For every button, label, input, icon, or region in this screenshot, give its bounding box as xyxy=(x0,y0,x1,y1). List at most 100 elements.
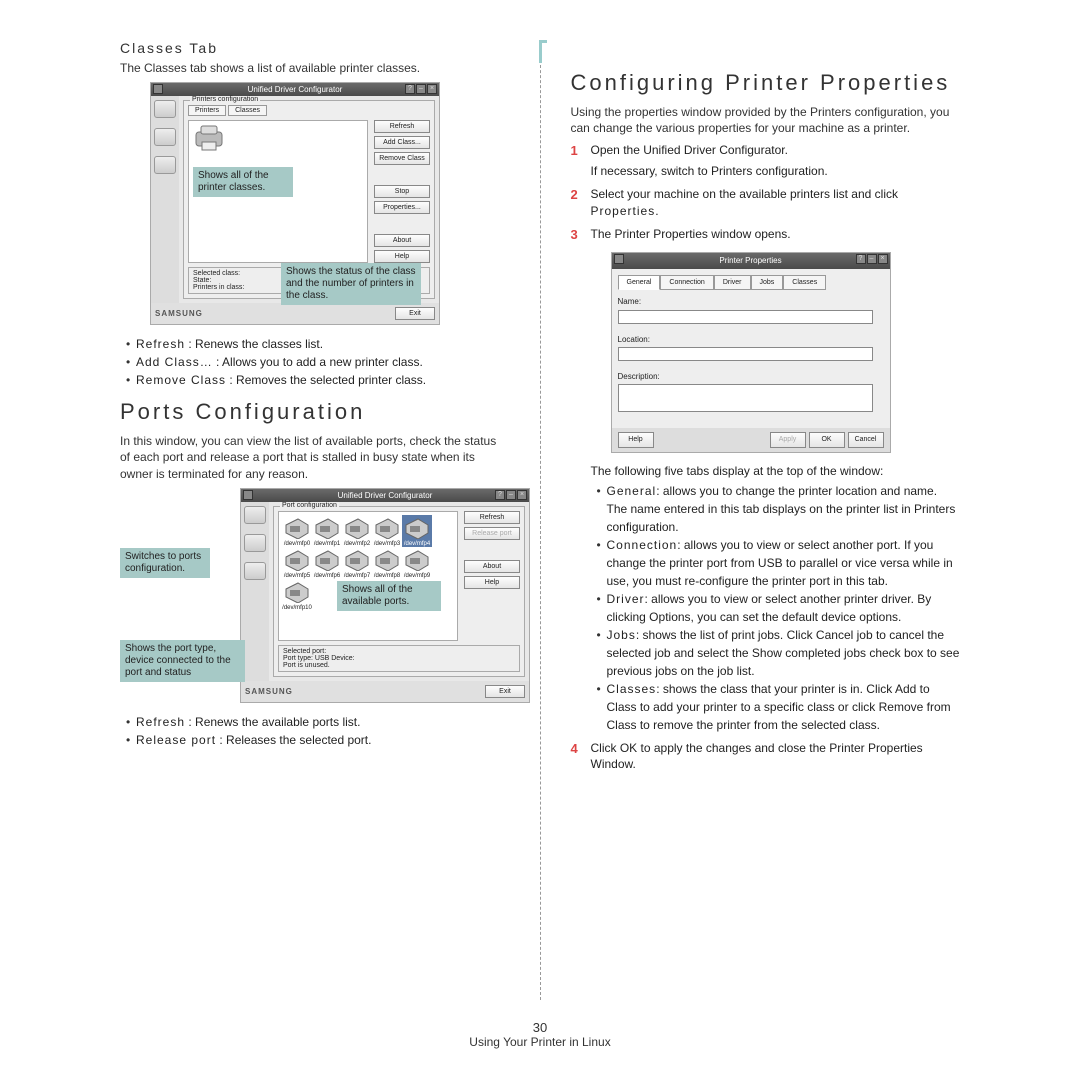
window-titlebar: Unified Driver Configurator ? – × xyxy=(151,83,439,96)
refresh-button[interactable]: Refresh xyxy=(464,511,520,524)
port-label: /dev/mfp6 xyxy=(312,573,342,579)
scanner-icon[interactable] xyxy=(244,534,266,552)
pp-tabs: General Connection Driver Jobs Classes xyxy=(618,275,884,291)
left-column: Classes Tab The Classes tab shows a list… xyxy=(120,40,510,1000)
list-item: Release port : Releases the selected por… xyxy=(126,731,510,749)
tabs-bullets: General: allows you to change the printe… xyxy=(591,482,961,734)
usb-port-icon xyxy=(374,517,400,539)
classes-tab-heading: Classes Tab xyxy=(120,40,510,56)
help-icon[interactable]: ? xyxy=(405,84,415,94)
usb-port-icon xyxy=(344,549,370,571)
tab-jobs[interactable]: Jobs xyxy=(751,275,784,291)
tab-connection[interactable]: Connection xyxy=(660,275,713,291)
window-titlebar: Unified Driver Configurator ? – × xyxy=(241,489,529,502)
description-input[interactable] xyxy=(618,384,873,412)
about-button[interactable]: About xyxy=(374,234,430,247)
page-footer: 30 Using Your Printer in Linux xyxy=(0,1020,1080,1049)
printer-large-icon xyxy=(192,124,226,154)
port-item[interactable]: /dev/mfp9 xyxy=(402,547,432,579)
location-input[interactable] xyxy=(618,347,873,361)
help-button[interactable]: Help xyxy=(618,432,654,448)
port-item[interactable]: /dev/mfp5 xyxy=(282,547,312,579)
release-port-button[interactable]: Release port xyxy=(464,527,520,540)
step-1: Open the Unified Driver Configurator. If… xyxy=(571,142,961,180)
list-item: Refresh : Renews the available ports lis… xyxy=(126,713,510,731)
printer-icon[interactable] xyxy=(244,506,266,524)
about-button[interactable]: About xyxy=(464,560,520,573)
tab-driver[interactable]: Driver xyxy=(714,275,751,291)
remove-class-button[interactable]: Remove Class xyxy=(374,152,430,165)
window-title: Unified Driver Configurator xyxy=(248,85,343,94)
printer-icon[interactable] xyxy=(154,100,176,118)
window-icon xyxy=(153,84,163,94)
help-icon[interactable]: ? xyxy=(495,490,505,500)
help-button[interactable]: Help xyxy=(464,576,520,589)
configuring-heading: Configuring Printer Properties xyxy=(571,70,961,96)
status-area: Selected port: Port type: USB Device: Po… xyxy=(278,645,520,672)
port-item[interactable]: /dev/mfp10 xyxy=(282,579,312,611)
scanner-icon[interactable] xyxy=(154,128,176,146)
minimize-icon[interactable]: – xyxy=(867,254,877,264)
apply-button[interactable]: Apply xyxy=(770,432,806,448)
page-number: 30 xyxy=(0,1020,1080,1035)
refresh-button[interactable]: Refresh xyxy=(374,120,430,133)
add-class-button[interactable]: Add Class... xyxy=(374,136,430,149)
port-item[interactable]: /dev/mfp3 xyxy=(372,515,402,547)
callout-ports: Shows all of the available ports. xyxy=(337,581,441,611)
ok-button[interactable]: OK xyxy=(809,432,845,448)
minimize-icon[interactable]: – xyxy=(506,490,516,500)
steps-list: Open the Unified Driver Configurator. If… xyxy=(571,142,961,773)
usb-port-icon xyxy=(374,549,400,571)
list-item: Connection: allows you to view or select… xyxy=(597,536,961,590)
name-input[interactable] xyxy=(618,310,873,324)
classes-bullets: Refresh : Renews the classes list. Add C… xyxy=(120,335,510,389)
port-item[interactable]: /dev/mfp2 xyxy=(342,515,372,547)
step-2: Select your machine on the available pri… xyxy=(571,186,961,220)
usb-port-icon xyxy=(314,517,340,539)
ports-heading: Ports Configuration xyxy=(120,399,510,425)
name-label: Name: xyxy=(618,296,884,307)
classes-screenshot: Unified Driver Configurator ? – × Printe… xyxy=(150,82,440,325)
port-item[interactable]: /dev/mfp6 xyxy=(312,547,342,579)
exit-button[interactable]: Exit xyxy=(395,307,435,320)
ports-grid[interactable]: /dev/mfp0/dev/mfp1/dev/mfp2/dev/mfp3/dev… xyxy=(278,511,458,641)
port-item[interactable]: /dev/mfp1 xyxy=(312,515,342,547)
usb-port-icon xyxy=(314,549,340,571)
list-item: General: allows you to change the printe… xyxy=(597,482,961,536)
port-item[interactable]: /dev/mfp7 xyxy=(342,547,372,579)
exit-button[interactable]: Exit xyxy=(485,685,525,698)
help-icon[interactable]: ? xyxy=(856,254,866,264)
list-item: Add Class… : Allows you to add a new pri… xyxy=(126,353,510,371)
cancel-button[interactable]: Cancel xyxy=(848,432,884,448)
sidebar xyxy=(151,96,179,303)
port-label: /dev/mfp8 xyxy=(372,573,402,579)
printer-properties-screenshot: Printer Properties ? – × General Connect… xyxy=(611,252,891,452)
button-column: Refresh Release port About Help xyxy=(464,511,520,641)
status-label: Selected port: xyxy=(283,648,515,655)
minimize-icon[interactable]: – xyxy=(416,84,426,94)
port-icon[interactable] xyxy=(244,562,266,580)
close-icon[interactable]: × xyxy=(517,490,527,500)
properties-button[interactable]: Properties... xyxy=(374,201,430,214)
tab-general[interactable]: General xyxy=(618,275,661,291)
port-item[interactable]: /dev/mfp8 xyxy=(372,547,402,579)
port-item[interactable]: /dev/mfp0 xyxy=(282,515,312,547)
close-icon[interactable]: × xyxy=(427,84,437,94)
list-item: Classes: shows the class that your print… xyxy=(597,680,961,734)
tab-classes[interactable]: Classes xyxy=(228,105,267,116)
close-icon[interactable]: × xyxy=(878,254,888,264)
tab-printers[interactable]: Printers xyxy=(188,105,226,116)
brand-logo: SAMSUNG xyxy=(155,309,203,318)
port-item[interactable]: /dev/mfp4 xyxy=(402,515,432,547)
section-name: Using Your Printer in Linux xyxy=(0,1035,1080,1049)
tab-classes[interactable]: Classes xyxy=(783,275,826,291)
stop-button[interactable]: Stop xyxy=(374,185,430,198)
button-column: Refresh Add Class... Remove Class Stop P… xyxy=(374,120,430,263)
ports-screenshot: Unified Driver Configurator ? – × xyxy=(240,488,530,703)
help-button[interactable]: Help xyxy=(374,250,430,263)
step-4: Click OK to apply the changes and close … xyxy=(571,740,961,774)
callout-switch: Switches to ports configuration. xyxy=(120,548,210,578)
port-icon[interactable] xyxy=(154,156,176,174)
list-item: Driver: allows you to view or select ano… xyxy=(597,590,961,626)
ports-bullets: Refresh : Renews the available ports lis… xyxy=(120,713,510,749)
